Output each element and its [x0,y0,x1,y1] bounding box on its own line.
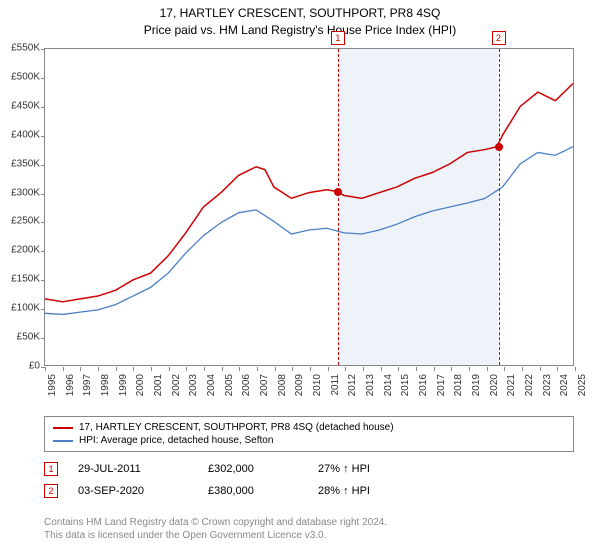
legend-item: 17, HARTLEY CRESCENT, SOUTHPORT, PR8 4SQ… [53,421,565,434]
x-tick-label: 2010 [312,374,323,396]
chart-plot-area: 12 [44,48,574,366]
chart-lines-svg [45,49,573,365]
sale-point-dot [495,143,503,151]
x-tick-label: 2025 [577,374,588,396]
sales-table: 1 29-JUL-2011£302,00027% ↑ HPI 2 03-SEP-202… [44,458,574,502]
sale-hpi-delta: 27% ↑ HPI [318,463,428,475]
chart-title: 17, HARTLEY CRESCENT, SOUTHPORT, PR8 4SQ [0,0,600,20]
x-tick-label: 2016 [418,374,429,396]
y-axis-labels: £0£50K£100K£150K£200K£250K£300K£350K£400… [0,48,42,366]
y-tick-label: £400K [11,129,40,140]
sale-row: 1 29-JUL-2011£302,00027% ↑ HPI [44,458,574,480]
x-tick-label: 1999 [118,374,129,396]
x-tick-label: 2020 [489,374,500,396]
x-tick-label: 1997 [82,374,93,396]
sale-marker-line [499,49,500,365]
x-tick-label: 2008 [277,374,288,396]
x-tick-label: 2004 [206,374,217,396]
x-tick-label: 2022 [524,374,535,396]
y-tick-label: £300K [11,187,40,198]
sale-price: £380,000 [208,485,318,497]
chart-footer: Contains HM Land Registry data © Crown c… [44,516,574,542]
sale-row-marker: 1 [44,462,58,476]
y-tick-label: £250K [11,216,40,227]
sale-row: 2 03-SEP-2020£380,00028% ↑ HPI [44,480,574,502]
sale-row-marker: 2 [44,484,58,498]
x-tick-label: 2007 [259,374,270,396]
x-axis-labels: 1995 1996 1997 1998 1999 2000 2001 2002 2003 2004… [44,368,574,408]
x-tick-label: 2013 [365,374,376,396]
x-tick-label: 2021 [506,374,517,396]
sale-hpi-delta: 28% ↑ HPI [318,485,428,497]
legend-label: HPI: Average price, detached house, Seft… [79,435,273,446]
x-tick-label: 2023 [542,374,553,396]
y-tick-label: £500K [11,71,40,82]
x-tick-label: 2014 [383,374,394,396]
y-tick-label: £550K [11,43,40,54]
x-tick-label: 2002 [171,374,182,396]
x-tick-label: 1998 [100,374,111,396]
y-tick-label: £450K [11,100,40,111]
sale-marker-line [338,49,339,365]
line-series-hpi [45,147,573,315]
sale-price: £302,000 [208,463,318,475]
sale-date: 03-SEP-2020 [78,485,208,497]
legend-swatch [53,440,73,442]
x-tick-label: 2024 [559,374,570,396]
chart-subtitle: Price paid vs. HM Land Registry's House … [0,20,600,37]
x-tick-label: 2011 [330,374,341,396]
y-tick-label: £100K [11,303,40,314]
sale-date: 29-JUL-2011 [78,463,208,475]
sale-point-dot [334,188,342,196]
x-tick-label: 2003 [188,374,199,396]
sale-marker-box: 2 [492,31,506,45]
x-tick-label: 2009 [294,374,305,396]
y-tick-label: £0 [29,361,40,372]
legend-item: HPI: Average price, detached house, Seft… [53,434,565,447]
x-tick-label: 2012 [347,374,358,396]
y-tick-label: £350K [11,158,40,169]
y-tick-label: £150K [11,274,40,285]
x-tick-label: 1996 [65,374,76,396]
x-tick-label: 2001 [153,374,164,396]
x-tick-label: 2006 [241,374,252,396]
chart-legend: 17, HARTLEY CRESCENT, SOUTHPORT, PR8 4SQ… [44,416,574,452]
x-tick-label: 2005 [224,374,235,396]
x-tick-label: 1995 [47,374,58,396]
y-tick-label: £200K [11,245,40,256]
x-tick-label: 2015 [400,374,411,396]
x-tick-label: 2017 [436,374,447,396]
legend-label: 17, HARTLEY CRESCENT, SOUTHPORT, PR8 4SQ… [79,422,394,433]
x-tick-label: 2019 [471,374,482,396]
x-tick-label: 2018 [453,374,464,396]
sale-marker-box: 1 [331,31,345,45]
footer-line-1: Contains HM Land Registry data © Crown c… [44,516,574,529]
legend-swatch [53,427,73,429]
y-tick-label: £50K [17,332,40,343]
footer-line-2: This data is licensed under the Open Gov… [44,529,574,542]
x-tick-label: 2000 [135,374,146,396]
